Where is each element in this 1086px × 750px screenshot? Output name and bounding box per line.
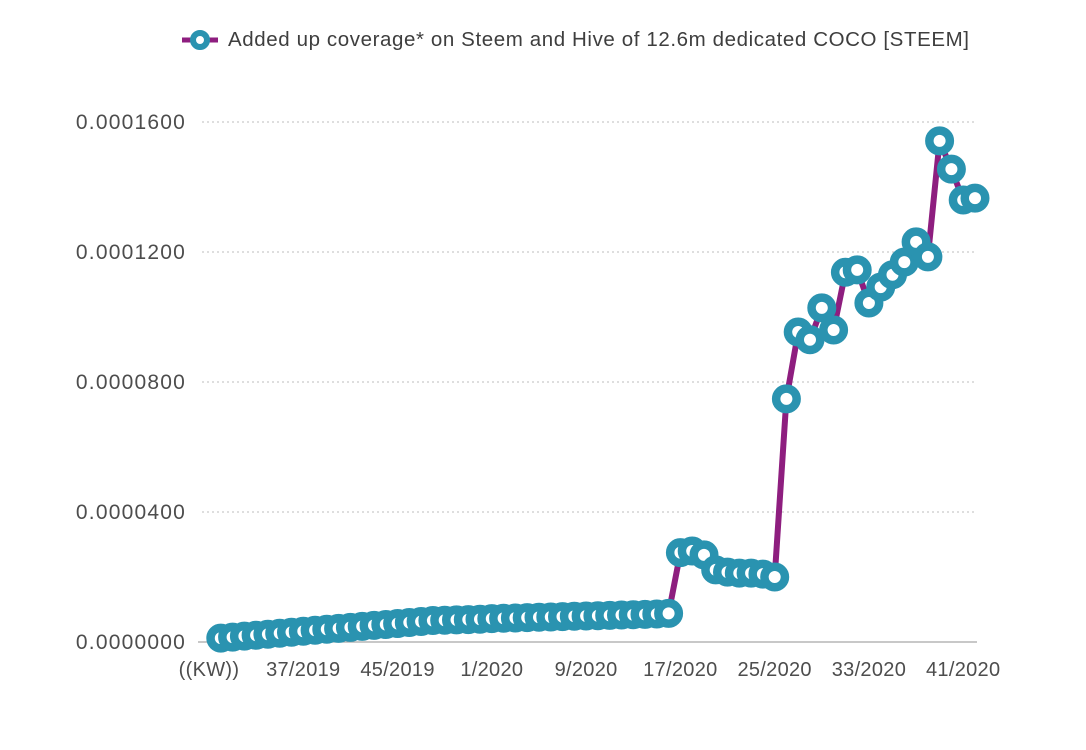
data-point-marker [795,325,825,355]
y-axis-tick-label: 0.0000800 [76,371,186,394]
data-point-marker [771,384,801,414]
data-point-marker [654,598,684,628]
x-axis-tick-label: 33/2020 [832,659,906,681]
series-line [217,137,978,642]
x-axis-tick-label: 37/2019 [266,659,340,681]
legend-label: Added up coverage* on Steem and Hive of … [228,28,970,51]
x-axis-tick-label: 9/2020 [555,659,618,681]
axis-label-layer: 0.0000000 0.0000400 0.0000800 0.0001200 0.00… [76,111,1000,681]
x-axis-tick-label: 1/2020 [460,659,523,681]
x-axis-tick-label: ((KW)) [179,659,240,681]
x-axis-tick-label: 17/2020 [643,659,717,681]
legend-marker-icon [182,30,218,50]
data-point-marker [960,183,990,213]
data-point-marker [925,126,955,156]
x-axis-tick-label: 41/2020 [926,659,1000,681]
y-axis-tick-label: 0.0001200 [76,241,186,264]
data-point-marker [760,562,790,592]
x-axis-tick-label: 25/2020 [737,659,811,681]
data-point-marker [807,293,837,323]
series-layer [206,126,990,653]
y-axis-tick-label: 0.0000000 [76,631,186,654]
grid-layer [198,121,977,643]
data-point-marker [936,154,966,184]
data-point-marker [819,315,849,345]
data-point-marker [913,242,943,272]
x-axis-tick-label: 45/2019 [360,659,434,681]
data-point-marker [842,255,872,285]
chart-legend: Added up coverage* on Steem and Hive of … [181,28,970,52]
y-axis-tick-label: 0.0001600 [76,111,186,134]
y-axis-tick-label: 0.0000400 [76,501,186,524]
